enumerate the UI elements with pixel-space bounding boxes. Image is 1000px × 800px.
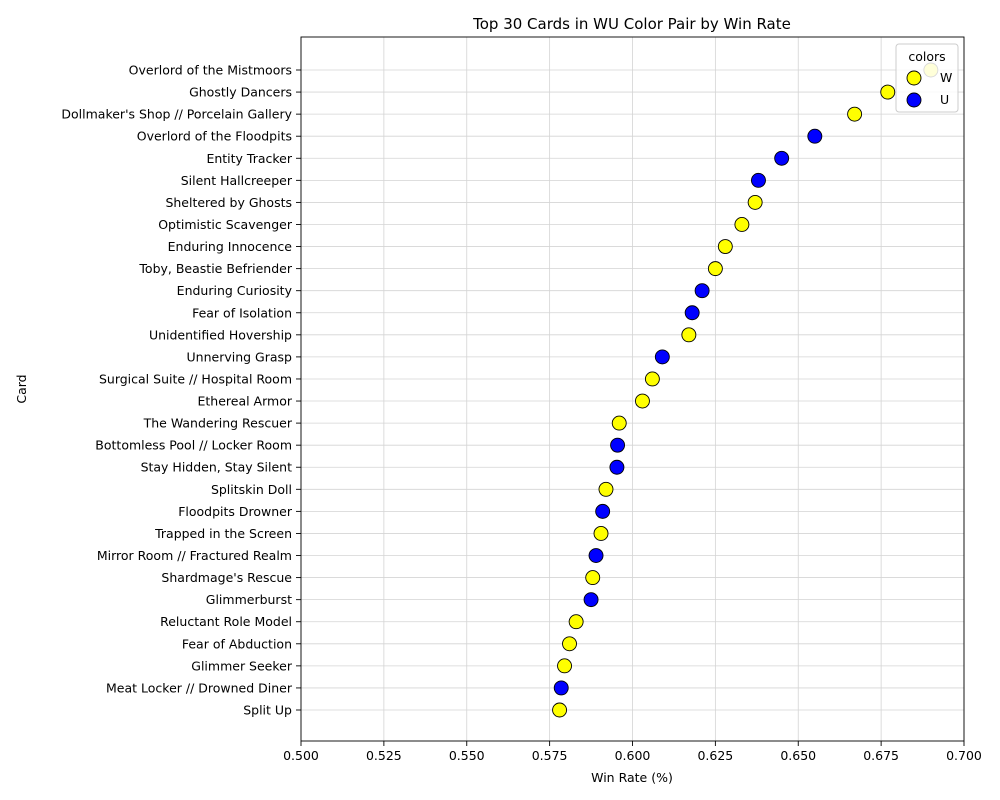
legend-label-u: U (940, 92, 949, 107)
data-point (847, 106, 863, 122)
data-point (654, 349, 670, 365)
chart-title: Top 30 Cards in WU Color Pair by Win Rat… (472, 15, 791, 33)
y-tick-label: Floodpits Drowner (178, 504, 293, 519)
data-point (557, 658, 572, 674)
data-point (552, 702, 568, 718)
y-axis-ticks: Overlord of the Mistmoors Ghostly Dancers… (61, 63, 301, 718)
x-tick-label: 0.625 (697, 748, 733, 763)
y-tick-label: Dollmaker's Shop // Porcelain Gallery (61, 107, 292, 122)
x-tick-label: 0.700 (946, 748, 982, 763)
y-tick-label: Unnerving Grasp (187, 349, 293, 364)
data-point (562, 636, 577, 652)
y-tick-label: Enduring Innocence (168, 239, 293, 254)
y-tick-label: Reluctant Role Model (160, 614, 292, 629)
y-tick-label: Toby, Beastie Befriender (138, 261, 292, 276)
data-point (553, 680, 569, 696)
x-tick-label: 0.525 (366, 748, 402, 763)
y-tick-label: Mirror Room // Fractured Realm (97, 548, 292, 563)
y-tick-label: Splitskin Doll (211, 482, 292, 497)
data-point (734, 217, 750, 232)
y-tick-label: Trapped in the Screen (154, 526, 292, 541)
data-point (707, 261, 723, 277)
grid (300, 37, 965, 741)
y-axis-title: Card (14, 374, 29, 403)
data-point (610, 437, 626, 453)
data-point (751, 172, 766, 188)
y-tick-label: The Wandering Rescuer (143, 416, 293, 431)
data-point (681, 327, 697, 343)
x-axis-title: Win Rate (%) (591, 770, 673, 785)
data-point (717, 239, 733, 255)
y-tick-label: Fear of Abduction (182, 636, 292, 651)
legend-title: colors (908, 49, 945, 64)
y-tick-label: Overlord of the Mistmoors (129, 63, 292, 78)
y-tick-label: Ghostly Dancers (189, 85, 292, 100)
data-point (774, 150, 790, 166)
x-tick-label: 0.650 (780, 748, 816, 763)
y-tick-label: Sheltered by Ghosts (165, 195, 292, 210)
data-point (634, 393, 650, 409)
y-tick-label: Meat Locker // Drowned Diner (106, 680, 293, 695)
data-point (747, 194, 763, 210)
data-point (609, 459, 625, 475)
y-tick-label: Enduring Curiosity (177, 283, 293, 298)
data-points (552, 62, 939, 718)
data-point (585, 570, 601, 586)
x-axis-ticks: 0.500 0.525 0.550 0.575 0.600 0.625 0.650 0.675… (283, 741, 982, 763)
y-tick-label: Surgical Suite // Hospital Room (99, 371, 292, 386)
y-tick-label: Entity Tracker (206, 151, 292, 166)
y-tick-label: Shardmage's Rescue (161, 570, 292, 585)
data-point (694, 283, 710, 299)
data-point (588, 548, 604, 563)
data-point (611, 415, 627, 431)
x-tick-label: 0.575 (532, 748, 568, 763)
data-point (595, 503, 611, 519)
x-tick-label: 0.500 (283, 748, 319, 763)
data-point (583, 592, 599, 608)
legend-marker-w (906, 70, 922, 86)
y-tick-label: Overlord of the Floodpits (137, 129, 292, 144)
y-tick-label: Split Up (243, 703, 292, 718)
data-point (568, 614, 584, 630)
legend-label-w: W (940, 70, 952, 85)
y-tick-label: Unidentified Hovership (149, 327, 292, 342)
legend-marker-u (906, 92, 922, 108)
data-point (807, 128, 823, 144)
y-tick-label: Silent Hallcreeper (181, 173, 293, 188)
x-tick-label: 0.675 (863, 748, 899, 763)
y-tick-label: Optimistic Scavenger (158, 217, 293, 232)
y-tick-label: Glimmer Seeker (191, 658, 293, 673)
x-tick-label: 0.550 (449, 748, 485, 763)
data-point (880, 84, 896, 100)
y-tick-label: Bottomless Pool // Locker Room (95, 438, 292, 453)
y-tick-label: Fear of Isolation (192, 305, 292, 320)
data-point (684, 305, 700, 321)
y-tick-label: Ethereal Armor (197, 394, 292, 409)
data-point (593, 525, 609, 541)
y-tick-label: Stay Hidden, Stay Silent (141, 460, 293, 475)
data-point (598, 481, 614, 497)
data-point (644, 371, 660, 387)
legend: colors W U (895, 43, 959, 113)
y-tick-label: Glimmerburst (206, 592, 292, 607)
x-tick-label: 0.600 (615, 748, 651, 763)
